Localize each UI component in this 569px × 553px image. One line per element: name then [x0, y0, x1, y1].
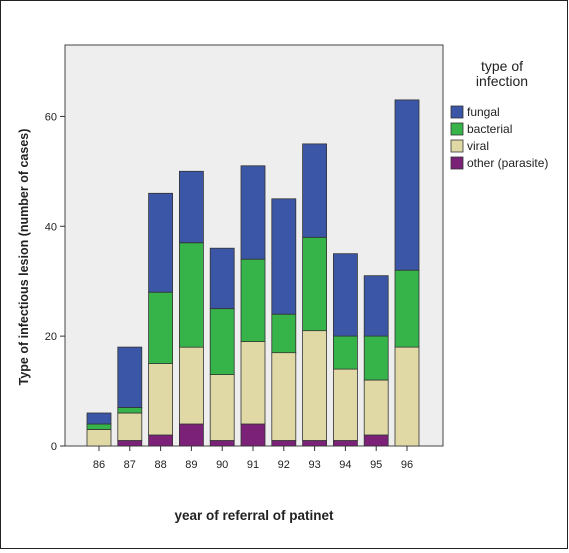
- legend-label: other (parasite): [467, 156, 548, 170]
- bar-segment-other-parasite--91: [240, 423, 266, 447]
- x-axis-label: year of referral of patinet: [174, 508, 334, 523]
- y-tick-label: 0: [51, 441, 57, 453]
- legend-label: viral: [467, 139, 489, 153]
- y-axis-label: Type of infectious lesion (number of cas…: [17, 129, 31, 386]
- bar-segment-bacterial-95: [363, 335, 389, 381]
- bar-segment-other-parasite--87: [117, 440, 143, 447]
- y-axis: 0 20 40 60: [45, 111, 65, 453]
- x-tick-label: 89: [185, 459, 197, 471]
- x-tick-label: 94: [339, 459, 351, 471]
- bar-segment-viral-95: [363, 379, 389, 436]
- bar-segment-viral-87: [117, 412, 143, 441]
- bar-segment-other-parasite--90: [209, 440, 235, 447]
- bar-segment-bacterial-87: [117, 407, 143, 414]
- bar-segment-bacterial-93: [302, 236, 328, 332]
- bar-segment-other-parasite--89: [178, 423, 204, 447]
- y-tick-label: 20: [45, 331, 57, 343]
- bar-segment-viral-96: [394, 346, 420, 447]
- bar-segment-viral-93: [302, 330, 328, 441]
- legend-label: bacterial: [467, 122, 512, 136]
- bar-segment-fungal-86: [86, 412, 112, 425]
- bar-group: [86, 99, 420, 447]
- bar-segment-fungal-94: [332, 253, 358, 337]
- bar-segment-viral-86: [86, 429, 112, 447]
- bar-segment-other-parasite--92: [271, 440, 297, 447]
- x-axis: 86 87 88 89 90 91 92 93 94 95 96: [93, 446, 413, 471]
- bar-segment-bacterial-94: [332, 335, 358, 370]
- legend-label: fungal: [467, 105, 500, 119]
- bar-segment-viral-89: [178, 346, 204, 425]
- bar-segment-fungal-90: [209, 247, 235, 309]
- bar-segment-fungal-89: [178, 170, 204, 244]
- bar-segment-viral-94: [332, 368, 358, 441]
- x-tick-label: 92: [278, 459, 290, 471]
- bar-segment-fungal-87: [117, 346, 143, 408]
- bar-segment-bacterial-90: [209, 308, 235, 376]
- bar-segment-bacterial-92: [271, 313, 297, 354]
- x-tick-label: 90: [216, 459, 228, 471]
- bar-segment-other-parasite--94: [332, 440, 358, 447]
- bar-segment-viral-92: [271, 352, 297, 441]
- legend-swatch: [450, 156, 464, 170]
- bar-segment-other-parasite--93: [302, 440, 328, 447]
- legend-title: type of: [481, 58, 523, 74]
- x-tick-label: 96: [401, 459, 413, 471]
- x-tick-label: 88: [154, 459, 166, 471]
- bar-segment-fungal-91: [240, 165, 266, 260]
- x-tick-label: 87: [124, 459, 136, 471]
- bar-segment-fungal-92: [271, 198, 297, 315]
- bar-segment-viral-90: [209, 374, 235, 441]
- bar-segment-bacterial-88: [148, 291, 174, 365]
- bar-segment-bacterial-89: [178, 242, 204, 348]
- bar-segment-viral-91: [240, 341, 266, 425]
- bar-segment-other-parasite--88: [148, 434, 174, 447]
- x-tick-label: 95: [370, 459, 382, 471]
- y-tick-label: 60: [45, 111, 57, 123]
- bar-segment-fungal-93: [302, 143, 328, 238]
- bar-segment-bacterial-86: [86, 423, 112, 430]
- bar-segment-bacterial-96: [394, 269, 420, 348]
- bar-segment-bacterial-91: [240, 258, 266, 343]
- bar-segment-other-parasite--95: [363, 434, 389, 447]
- bar-segment-viral-88: [148, 363, 174, 436]
- x-tick-label: 93: [308, 459, 320, 471]
- y-tick-label: 40: [45, 221, 57, 233]
- legend-title: infection: [476, 73, 528, 89]
- legend-swatch: [450, 105, 464, 119]
- x-tick-label: 91: [247, 459, 259, 471]
- x-tick-label: 86: [93, 459, 105, 471]
- bar-segment-fungal-96: [394, 99, 420, 271]
- bar-segment-fungal-95: [363, 275, 389, 337]
- bar-segment-fungal-88: [148, 192, 174, 293]
- legend-swatch: [450, 122, 464, 136]
- legend-swatch: [450, 139, 464, 153]
